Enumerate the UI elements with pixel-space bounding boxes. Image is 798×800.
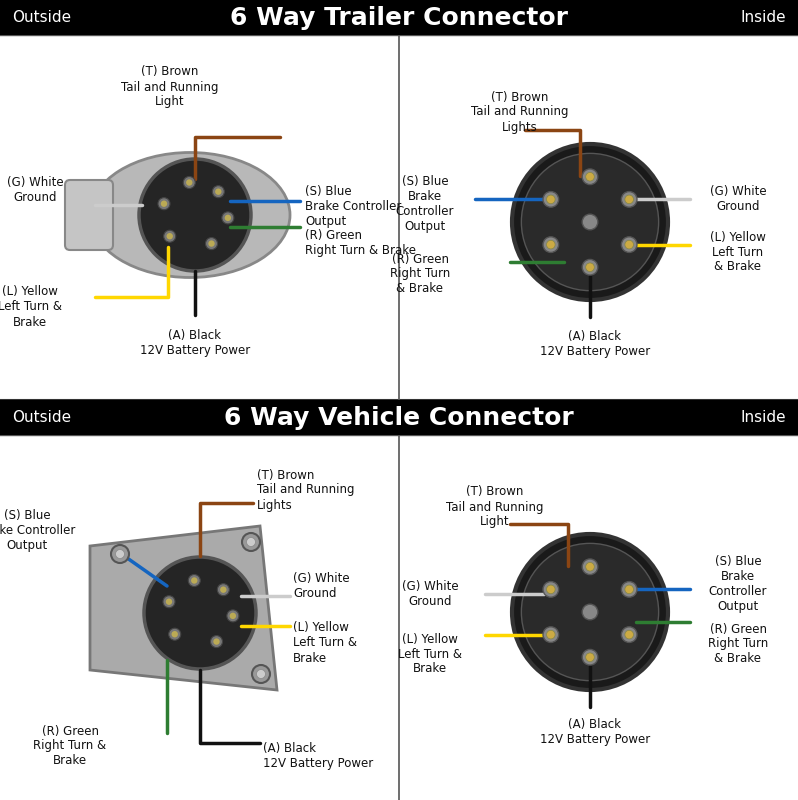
Circle shape: [622, 237, 637, 253]
Text: Outside: Outside: [12, 10, 71, 25]
Circle shape: [225, 214, 231, 221]
Text: 6 Way Vehicle Connector: 6 Way Vehicle Connector: [224, 406, 574, 430]
Text: (S) Blue
Brake
Controller
Output: (S) Blue Brake Controller Output: [396, 175, 454, 233]
Ellipse shape: [90, 153, 290, 278]
Circle shape: [206, 238, 218, 250]
Circle shape: [168, 628, 180, 640]
Circle shape: [586, 173, 595, 181]
Polygon shape: [90, 526, 277, 690]
Circle shape: [625, 240, 634, 249]
Circle shape: [583, 559, 598, 574]
Circle shape: [622, 191, 637, 207]
Bar: [0, 0, 798, 35]
Text: (A) Black
12V Battery Power: (A) Black 12V Battery Power: [263, 742, 373, 770]
Text: (A) Black
12V Battery Power: (A) Black 12V Battery Power: [140, 329, 250, 357]
Circle shape: [220, 586, 227, 593]
Text: (A) Black
12V Battery Power: (A) Black 12V Battery Power: [540, 330, 650, 358]
Circle shape: [139, 159, 251, 271]
Circle shape: [172, 631, 178, 638]
Circle shape: [512, 144, 668, 300]
Text: Inside: Inside: [741, 410, 786, 425]
Text: (A) Black
12V Battery Power: (A) Black 12V Battery Power: [540, 718, 650, 746]
Circle shape: [586, 263, 595, 271]
Text: Outside: Outside: [12, 410, 71, 425]
Circle shape: [512, 534, 668, 690]
Circle shape: [586, 562, 595, 571]
Circle shape: [158, 198, 170, 210]
Circle shape: [211, 635, 223, 647]
Circle shape: [622, 627, 637, 642]
Text: (S) Blue
Brake
Controller
Output: (S) Blue Brake Controller Output: [709, 555, 767, 613]
Circle shape: [543, 191, 559, 207]
Text: (L) Yellow
Left Turn &
Brake: (L) Yellow Left Turn & Brake: [293, 622, 357, 665]
Circle shape: [583, 259, 598, 275]
Text: (G) White
Ground: (G) White Ground: [401, 580, 458, 608]
Text: (L) Yellow
Left Turn
& Brake: (L) Yellow Left Turn & Brake: [710, 230, 766, 274]
Text: (R) Green
Right Turn
& Brake: (R) Green Right Turn & Brake: [390, 253, 450, 295]
Circle shape: [583, 650, 598, 665]
Circle shape: [222, 212, 234, 224]
Text: (G) White
Ground: (G) White Ground: [293, 572, 350, 600]
FancyBboxPatch shape: [65, 180, 113, 250]
Circle shape: [583, 214, 598, 230]
Text: (L) Yellow
Left Turn &
Brake: (L) Yellow Left Turn & Brake: [398, 633, 462, 675]
Text: (R) Green
Right Turn & Brake: (R) Green Right Turn & Brake: [305, 229, 416, 257]
Circle shape: [543, 237, 559, 253]
Circle shape: [208, 240, 215, 246]
Text: Inside: Inside: [741, 10, 786, 25]
Text: (S) Blue
Brake Controller
Output: (S) Blue Brake Controller Output: [0, 509, 75, 551]
Circle shape: [625, 195, 634, 204]
Circle shape: [625, 630, 634, 639]
Circle shape: [252, 665, 270, 683]
Circle shape: [543, 627, 559, 642]
Circle shape: [547, 585, 555, 594]
Text: (R) Green
Right Turn &
Brake: (R) Green Right Turn & Brake: [34, 725, 107, 767]
Circle shape: [213, 638, 219, 645]
Text: (T) Brown
Tail and Running
Lights: (T) Brown Tail and Running Lights: [257, 469, 354, 511]
Circle shape: [586, 653, 595, 662]
Circle shape: [583, 604, 598, 620]
Text: (G) White
Ground: (G) White Ground: [709, 185, 766, 213]
Circle shape: [230, 613, 236, 619]
Circle shape: [622, 582, 637, 597]
Circle shape: [164, 230, 176, 242]
Circle shape: [217, 584, 229, 596]
Circle shape: [242, 533, 260, 551]
Text: (T) Brown
Tail and Running
Lights: (T) Brown Tail and Running Lights: [472, 90, 569, 134]
Text: (R) Green
Right Turn
& Brake: (R) Green Right Turn & Brake: [708, 622, 768, 666]
Circle shape: [212, 186, 224, 198]
Text: (T) Brown
Tail and Running
Light: (T) Brown Tail and Running Light: [121, 66, 219, 109]
Text: (G) White
Ground: (G) White Ground: [6, 176, 63, 204]
Text: (T) Brown
Tail and Running
Light: (T) Brown Tail and Running Light: [446, 486, 543, 529]
Circle shape: [167, 233, 173, 239]
Circle shape: [184, 177, 196, 189]
Circle shape: [163, 596, 175, 608]
Circle shape: [547, 630, 555, 639]
Circle shape: [547, 240, 555, 249]
Circle shape: [116, 550, 124, 558]
Circle shape: [256, 670, 266, 678]
Text: (L) Yellow
Left Turn &
Brake: (L) Yellow Left Turn & Brake: [0, 286, 62, 329]
Circle shape: [111, 545, 129, 563]
Circle shape: [583, 169, 598, 185]
Text: 6 Way Trailer Connector: 6 Way Trailer Connector: [230, 6, 568, 30]
Circle shape: [191, 578, 197, 584]
Circle shape: [625, 585, 634, 594]
Circle shape: [166, 598, 172, 605]
Circle shape: [188, 574, 200, 586]
Circle shape: [186, 179, 192, 186]
Circle shape: [215, 189, 222, 195]
Circle shape: [160, 201, 168, 207]
Circle shape: [547, 195, 555, 204]
Circle shape: [144, 557, 256, 669]
Circle shape: [521, 154, 658, 290]
Circle shape: [247, 538, 255, 546]
Circle shape: [227, 610, 239, 622]
Text: (S) Blue
Brake Controller
Output: (S) Blue Brake Controller Output: [305, 186, 401, 229]
Circle shape: [543, 582, 559, 597]
Circle shape: [521, 543, 658, 681]
Bar: [0, 400, 798, 435]
